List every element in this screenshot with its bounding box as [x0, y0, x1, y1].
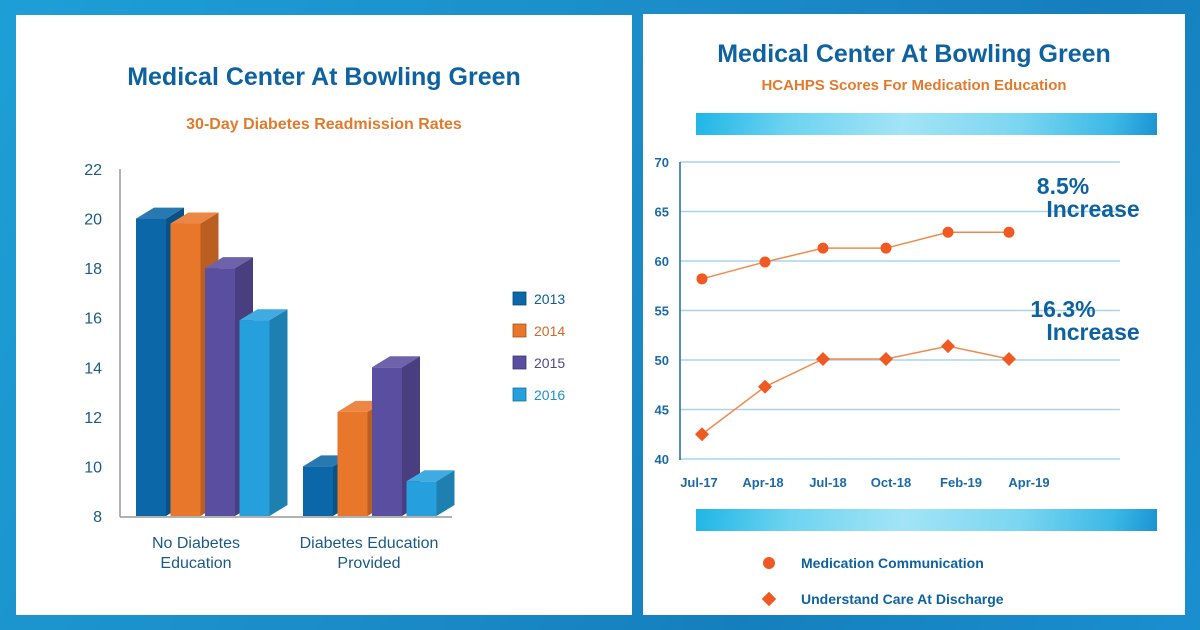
bar-2014-0	[170, 223, 201, 516]
y-tick-label: 40	[655, 452, 669, 467]
decorative-band-bottom	[696, 509, 1157, 531]
bar-2016-1	[406, 481, 437, 516]
y-tick-label: 45	[655, 403, 669, 418]
x-tick-label: Apr-19	[1008, 475, 1049, 490]
data-point-diamond	[1002, 352, 1016, 367]
data-point-diamond	[941, 339, 955, 354]
bar-top	[170, 212, 219, 224]
data-point-circle	[880, 242, 892, 254]
bar-top	[136, 207, 184, 219]
y-tick-label: 12	[84, 410, 102, 427]
legend-swatch-2015	[512, 355, 527, 370]
legend-label: Understand Care At Discharge	[801, 591, 1004, 607]
x-category-label: No Diabetes	[152, 535, 240, 552]
data-point-diamond	[816, 352, 830, 367]
diamond-marker-icon	[761, 591, 777, 607]
bar-chart: 8 10 12 14 16 18 20 22 No Diabetes Education Diabe…	[84, 162, 565, 572]
line-chart-subtitle: HCAHPS Scores For Medication Education	[761, 77, 1067, 94]
annotation-value: 16.3%	[1030, 296, 1095, 322]
annotation-label: Increase	[1046, 319, 1139, 345]
bar-2015-0	[205, 268, 235, 516]
y-tick-label: 14	[84, 360, 102, 377]
legend-item-medication-communication: Medication Communication	[643, 555, 1185, 571]
bar-2014-1	[337, 411, 368, 516]
legend-swatch-2014	[512, 323, 527, 338]
x-tick-label: Jul-17	[680, 475, 718, 490]
line-chart: 40 45 50 55 60 65 70 Jul-17 Apr-18 Jul-18 Oct-18 Fe…	[655, 155, 1140, 490]
y-tick-label: 22	[84, 162, 102, 179]
bar-2013-0	[136, 218, 166, 517]
y-tick-label: 50	[655, 353, 669, 368]
x-tick-label: Apr-18	[742, 475, 783, 490]
legend-label-2013: 2013	[534, 291, 565, 307]
x-category-label: Education	[160, 555, 231, 572]
circle-marker-icon	[763, 557, 775, 569]
y-tick-label: 55	[655, 304, 669, 319]
annotation-label: Increase	[1046, 196, 1139, 222]
legend-label-2014: 2014	[534, 323, 565, 339]
data-point-diamond	[695, 427, 709, 442]
bar-2016-0	[239, 320, 270, 516]
data-point-circle	[1003, 226, 1015, 238]
series-line-0	[701, 231, 1009, 280]
data-point-circle	[942, 226, 954, 238]
legend-item-understand-care: Understand Care At Discharge	[643, 591, 1185, 607]
data-point-circle	[817, 242, 829, 254]
data-point-diamond	[758, 379, 772, 394]
x-tick-label: Oct-18	[871, 475, 911, 490]
data-point-diamond	[879, 352, 893, 367]
bar-top	[406, 470, 455, 482]
x-tick-label: Feb-19	[940, 475, 982, 490]
y-tick-label: 8	[93, 509, 102, 526]
legend-swatch-2013	[512, 291, 527, 306]
bar-2015-1	[372, 367, 402, 516]
legend-label-2016: 2016	[534, 387, 565, 403]
decorative-band-top	[696, 113, 1157, 135]
bar-top	[205, 257, 253, 269]
y-tick-label: 20	[84, 212, 102, 229]
bar-side	[269, 309, 288, 516]
y-tick-label: 65	[655, 205, 669, 220]
legend-label: Medication Communication	[801, 555, 984, 571]
y-tick-label: 70	[655, 155, 669, 170]
bar-2013-1	[303, 466, 333, 516]
bar-side	[436, 470, 455, 516]
x-tick-label: Jul-18	[809, 475, 847, 490]
y-tick-label: 18	[84, 261, 102, 278]
series-line-1	[701, 345, 1010, 435]
y-tick-label: 16	[84, 311, 102, 328]
x-category-label: Provided	[337, 555, 400, 572]
y-tick-label: 60	[655, 254, 669, 269]
y-tick-label: 10	[84, 459, 102, 476]
x-category-label: Diabetes Education	[300, 535, 439, 552]
legend-label-2015: 2015	[534, 355, 565, 371]
line-chart-panel: Medical Center At Bowling Green HCAHPS S…	[643, 14, 1185, 615]
bar-chart-subtitle: 30-Day Diabetes Readmission Rates	[186, 116, 462, 133]
legend-swatch-2016	[512, 387, 527, 402]
line-chart-title: Medical Center At Bowling Green	[717, 40, 1111, 68]
bar-chart-panel: Medical Center At Bowling Green 30-Day D…	[16, 15, 632, 615]
bar-top	[372, 356, 420, 368]
data-point-circle	[759, 256, 771, 268]
annotation-value: 8.5%	[1037, 173, 1089, 199]
data-point-circle	[696, 273, 708, 285]
bar-chart-title: Medical Center At Bowling Green	[127, 63, 521, 91]
bar-top	[239, 309, 288, 321]
